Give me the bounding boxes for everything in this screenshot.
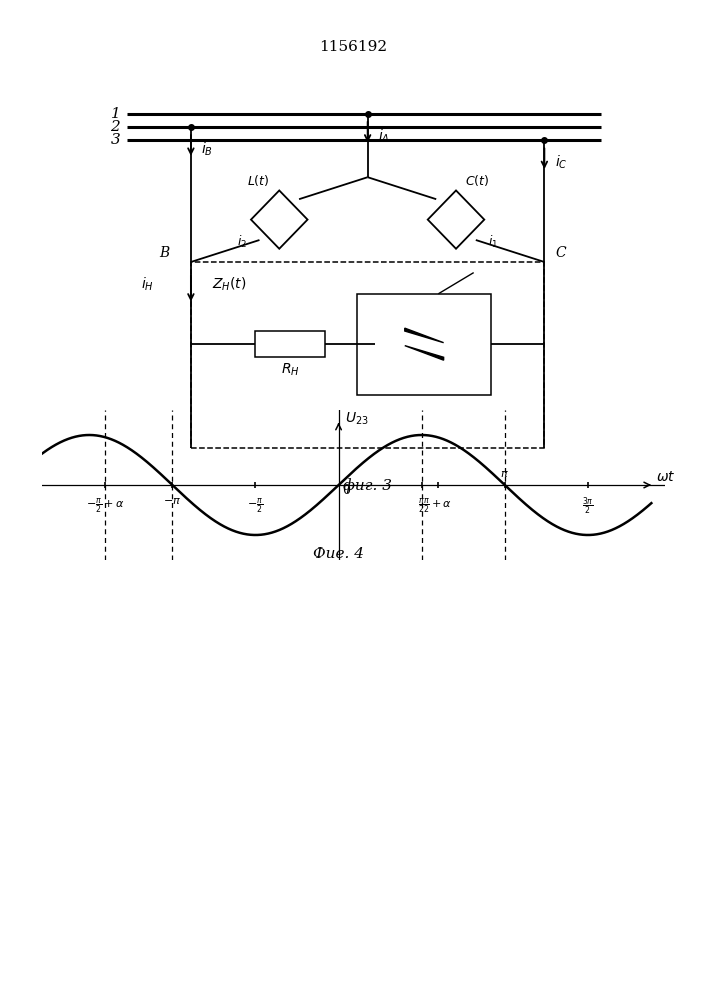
Text: фиг. 3: фиг. 3 <box>343 478 392 493</box>
Text: 2: 2 <box>110 120 120 134</box>
Text: $i_1$: $i_1$ <box>488 234 498 250</box>
Text: 3: 3 <box>110 133 120 147</box>
Polygon shape <box>404 328 444 343</box>
Text: 1: 1 <box>110 107 120 121</box>
Text: $\frac{\pi}{2}+\alpha$: $\frac{\pi}{2}+\alpha$ <box>423 496 452 515</box>
Text: B: B <box>160 246 170 260</box>
Bar <box>191 262 544 448</box>
Text: $\frac{3\pi}{2}$: $\frac{3\pi}{2}$ <box>582 496 594 517</box>
Bar <box>357 294 491 394</box>
Text: C: C <box>555 246 566 260</box>
Text: $Z_H(t)$: $Z_H(t)$ <box>212 275 247 293</box>
Text: Фие. 4: Фие. 4 <box>313 546 364 560</box>
Text: $-\frac{\pi}{2}$: $-\frac{\pi}{2}$ <box>247 496 264 515</box>
Text: $L(t)$: $L(t)$ <box>247 173 269 188</box>
Text: $R_H$: $R_H$ <box>281 361 299 378</box>
Text: 1156192: 1156192 <box>320 40 387 54</box>
Text: $i_C$: $i_C$ <box>555 154 568 171</box>
Text: $i_A$: $i_A$ <box>378 127 390 144</box>
Polygon shape <box>404 346 444 360</box>
Text: $C(t)$: $C(t)$ <box>465 173 489 188</box>
Text: $\pi$: $\pi$ <box>501 469 509 479</box>
Text: $i_2$: $i_2$ <box>237 234 247 250</box>
Text: $i_B$: $i_B$ <box>201 140 214 158</box>
Text: $\omega t$: $\omega t$ <box>655 470 675 484</box>
Text: $-\frac{\pi}{2}+\alpha$: $-\frac{\pi}{2}+\alpha$ <box>86 496 124 515</box>
Bar <box>255 331 325 357</box>
Text: $U_{23}$: $U_{23}$ <box>345 410 368 427</box>
Text: $\frac{\pi}{2}$: $\frac{\pi}{2}$ <box>419 496 425 515</box>
Text: 0: 0 <box>341 484 350 497</box>
Text: $i_H$: $i_H$ <box>141 275 154 293</box>
Text: $-\pi$: $-\pi$ <box>163 496 182 506</box>
